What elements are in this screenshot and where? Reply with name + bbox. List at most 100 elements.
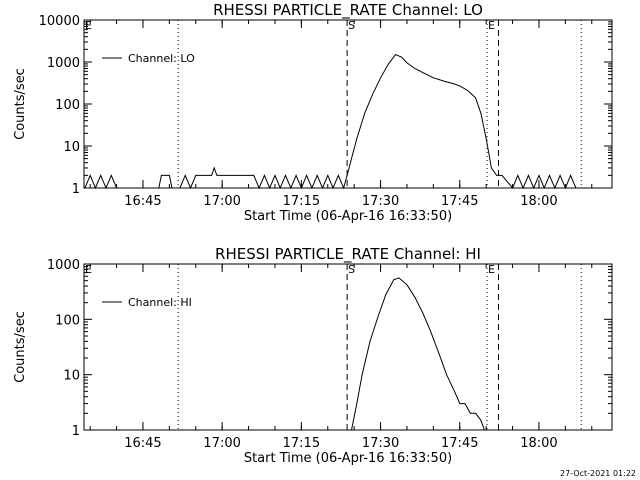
data-point <box>575 187 577 189</box>
data-point <box>216 175 218 176</box>
x-tick-label: 17:30 <box>362 194 399 209</box>
data-point <box>142 187 144 189</box>
data-point <box>211 175 213 176</box>
data-point <box>332 187 334 189</box>
data-point <box>351 429 352 431</box>
x-tick-label: 17:00 <box>203 436 240 451</box>
data-point <box>464 403 466 404</box>
data-point <box>184 175 186 176</box>
data-point <box>169 175 170 176</box>
data-point <box>484 429 485 431</box>
data-point <box>406 284 408 286</box>
y-tick-label: 100 <box>55 98 80 113</box>
data-point <box>369 341 371 342</box>
data-point <box>337 175 339 176</box>
data-point <box>316 175 318 176</box>
data-point <box>364 112 366 114</box>
timestamp: 27-Oct-2021 01:22 <box>560 469 636 478</box>
x-axis-label: Start Time (06-Apr-16 16:33:50) <box>244 451 452 466</box>
x-tick-label: 18:00 <box>520 436 557 451</box>
data-point <box>388 63 389 65</box>
data-point <box>322 187 323 189</box>
y-tick-label: 1 <box>72 424 80 439</box>
data-point <box>406 62 408 64</box>
data-point <box>285 175 286 176</box>
data-point <box>496 175 498 176</box>
data-point <box>398 277 400 279</box>
data-point <box>533 187 535 189</box>
data-point <box>454 83 455 85</box>
data-point <box>158 187 160 189</box>
data-point <box>105 187 107 189</box>
data-point <box>467 90 469 91</box>
data-point <box>248 175 250 176</box>
data-point <box>554 187 556 189</box>
data-point <box>543 187 545 189</box>
data-point <box>443 80 445 82</box>
y-tick-label: 1000 <box>47 258 80 273</box>
marker-label: S <box>348 19 355 32</box>
data-point <box>346 175 348 176</box>
chart-title: RHESSI PARTICLE_RATE Channel: HI <box>215 245 481 264</box>
data-point <box>611 187 613 189</box>
data-point <box>264 175 265 176</box>
x-axis-label: Start Time (06-Apr-16 16:33:50) <box>244 209 452 224</box>
data-point <box>480 419 482 421</box>
data-point <box>179 187 181 189</box>
y-tick-label: 1000 <box>47 56 80 71</box>
marker-label: E <box>85 263 92 276</box>
x-tick-label: 17:30 <box>362 436 399 451</box>
data-point <box>110 175 112 176</box>
data-point <box>171 187 173 189</box>
data-point <box>377 316 379 318</box>
data-point <box>311 187 313 189</box>
data-point <box>372 93 373 95</box>
data-point <box>475 97 476 99</box>
data-point <box>480 112 482 114</box>
data-point <box>343 187 344 189</box>
marker-label: E <box>85 19 92 32</box>
data-point <box>258 187 260 189</box>
data-point <box>269 187 271 189</box>
data-point <box>95 187 96 189</box>
data-point <box>517 175 519 176</box>
series-line <box>351 277 485 431</box>
data-point <box>580 187 582 189</box>
data-point <box>385 294 387 295</box>
data-point <box>356 138 358 140</box>
chart-title: RHESSI PARTICLE_RATE Channel: LO <box>213 1 483 20</box>
data-point <box>351 158 352 160</box>
data-point <box>414 296 416 298</box>
data-point <box>295 175 297 176</box>
marker-label: E <box>488 263 495 276</box>
plot-frame <box>83 263 613 431</box>
data-point <box>84 187 86 189</box>
data-point <box>485 138 487 140</box>
data-point <box>430 331 432 332</box>
data-point <box>422 72 424 73</box>
data-point <box>512 187 513 189</box>
data-point <box>327 175 329 176</box>
data-point <box>438 352 439 353</box>
data-point <box>549 175 550 176</box>
data-point <box>361 374 363 376</box>
data-point <box>459 85 461 87</box>
marker-label: E <box>488 19 495 32</box>
legend-label: Channel: HI <box>128 296 192 309</box>
y-tick-label: 10 <box>63 140 80 155</box>
data-point <box>356 403 358 404</box>
data-point <box>380 77 381 79</box>
x-tick-label: 16:45 <box>124 194 161 209</box>
x-tick-label: 18:00 <box>520 194 557 209</box>
x-tick-label: 17:15 <box>283 194 320 209</box>
data-point <box>301 187 302 189</box>
data-point <box>161 175 162 176</box>
data-point <box>475 412 476 414</box>
legend-label: Channel: LO <box>128 52 195 65</box>
data-point <box>116 187 117 189</box>
x-tick-label: 17:15 <box>283 436 320 451</box>
y-axis-label: Counts/sec <box>13 68 28 140</box>
data-point <box>274 175 276 176</box>
data-point <box>213 167 215 169</box>
